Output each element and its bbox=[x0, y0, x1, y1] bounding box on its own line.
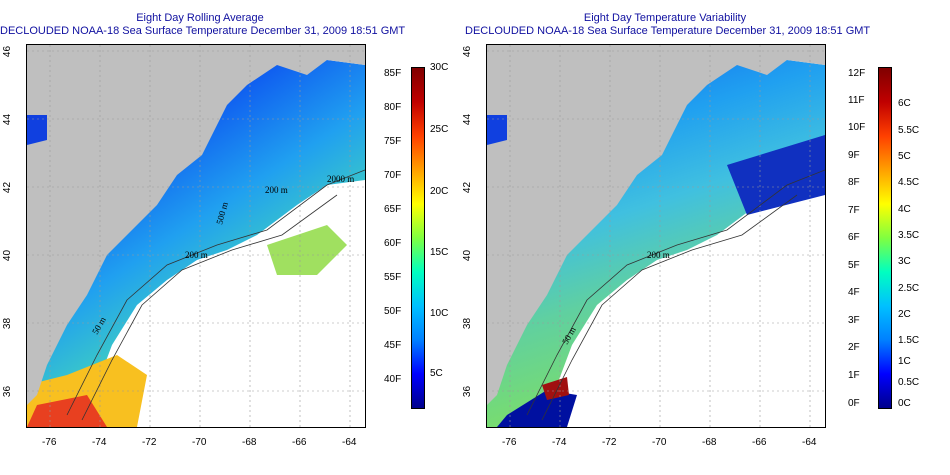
left-land-mass bbox=[27, 45, 365, 405]
right-cb-c-label: 2.5C bbox=[898, 283, 920, 294]
left-x-tick: -76 bbox=[42, 437, 57, 448]
right-high-variability-patch bbox=[542, 377, 569, 400]
right-cb-f-label: 4F bbox=[848, 287, 860, 298]
right-y-tick: 36 bbox=[462, 385, 474, 398]
right-y-tick: 44 bbox=[462, 113, 474, 126]
right-low-variability-patch bbox=[497, 390, 577, 427]
right-map-svg: 50 m 200 m bbox=[487, 45, 825, 427]
left-y-tick: 36 bbox=[2, 385, 14, 398]
left-contour-label: 200 m bbox=[185, 250, 208, 260]
right-depth-contour bbox=[526, 169, 825, 416]
left-depth-contour bbox=[81, 194, 338, 421]
right-y-tick: 46 bbox=[462, 45, 474, 58]
left-y-tick: 46 bbox=[2, 45, 14, 58]
right-cb-f-label: 9F bbox=[848, 150, 860, 161]
right-panel-subtitle: DECLOUDED NOAA-18 Sea Surface Temperatur… bbox=[465, 25, 871, 37]
right-x-tick: -64 bbox=[802, 437, 817, 448]
right-cb-c-label: 4C bbox=[898, 204, 911, 215]
left-warm-patch bbox=[267, 225, 347, 275]
right-y-tick: 38 bbox=[462, 317, 474, 330]
left-cb-f-label: 40F bbox=[384, 374, 402, 385]
right-x-tick: -72 bbox=[602, 437, 617, 448]
left-depth-contour bbox=[66, 169, 365, 416]
right-variability-map: 50 m 200 m bbox=[486, 44, 826, 428]
left-x-tick: -74 bbox=[92, 437, 107, 448]
left-x-tick: -70 bbox=[192, 437, 207, 448]
right-title-block: Eight Day Temperature Variability DECLOU… bbox=[465, 12, 871, 38]
right-cb-c-label: 4.5C bbox=[898, 177, 920, 188]
right-inland-water bbox=[487, 115, 507, 145]
left-x-tick: -66 bbox=[292, 437, 307, 448]
left-sst-map: 50 m 200 m 2000 m 200 m 500 m bbox=[26, 44, 366, 428]
right-low-variability-patch bbox=[727, 135, 825, 215]
left-cb-f-label: 65F bbox=[384, 204, 402, 215]
right-cb-c-label: 3.5C bbox=[898, 230, 920, 241]
left-map-svg: 50 m 200 m 2000 m 200 m 500 m bbox=[27, 45, 365, 427]
left-cb-c-label: 15C bbox=[430, 247, 449, 258]
left-cb-c-label: 5C bbox=[430, 368, 443, 379]
right-cb-f-label: 2F bbox=[848, 342, 860, 353]
right-cb-f-label: 12F bbox=[848, 68, 866, 79]
left-cb-c-label: 25C bbox=[430, 124, 449, 135]
right-cb-f-label: 0F bbox=[848, 398, 860, 409]
right-land-mass bbox=[487, 45, 825, 405]
left-x-tick: -64 bbox=[342, 437, 357, 448]
right-cb-c-label: 1.5C bbox=[898, 335, 920, 346]
right-cb-f-label: 10F bbox=[848, 122, 866, 133]
left-panel-subtitle: DECLOUDED NOAA-18 Sea Surface Temperatur… bbox=[0, 25, 406, 37]
right-cb-c-label: 0C bbox=[898, 398, 911, 409]
left-y-tick: 40 bbox=[2, 249, 14, 262]
right-cb-f-label: 8F bbox=[848, 177, 860, 188]
left-cb-f-label: 45F bbox=[384, 340, 402, 351]
left-colorbar bbox=[411, 67, 425, 409]
left-hot-patch bbox=[27, 395, 107, 427]
right-depth-contour bbox=[541, 194, 798, 421]
right-cb-c-label: 3C bbox=[898, 256, 911, 267]
right-y-tick: 40 bbox=[462, 249, 474, 262]
left-contour-label: 2000 m bbox=[327, 174, 354, 184]
left-title-block: Eight Day Rolling Average DECLOUDED NOAA… bbox=[0, 12, 406, 38]
right-panel-title: Eight Day Temperature Variability bbox=[583, 12, 747, 24]
right-cb-c-label: 1C bbox=[898, 356, 911, 367]
right-cb-c-label: 5C bbox=[898, 151, 911, 162]
left-contour-label: 200 m bbox=[265, 185, 288, 195]
left-cb-f-label: 55F bbox=[384, 272, 402, 283]
right-colorbar bbox=[878, 67, 892, 409]
left-cb-f-label: 75F bbox=[384, 136, 402, 147]
right-contour-label: 200 m bbox=[647, 250, 670, 260]
right-cb-f-label: 5F bbox=[848, 260, 860, 271]
left-inland-water bbox=[27, 115, 47, 145]
right-cb-c-label: 5.5C bbox=[898, 125, 920, 136]
right-cb-f-label: 7F bbox=[848, 205, 860, 216]
right-cb-c-label: 2C bbox=[898, 309, 911, 320]
left-y-tick: 38 bbox=[2, 317, 14, 330]
left-cb-f-label: 50F bbox=[384, 306, 402, 317]
left-cb-f-label: 85F bbox=[384, 68, 402, 79]
left-cb-c-label: 20C bbox=[430, 186, 449, 197]
left-x-tick: -72 bbox=[142, 437, 157, 448]
left-cb-f-label: 80F bbox=[384, 102, 402, 113]
right-gridlines bbox=[487, 45, 825, 427]
left-x-tick: -68 bbox=[242, 437, 257, 448]
right-x-tick: -70 bbox=[652, 437, 667, 448]
right-cb-c-label: 6C bbox=[898, 98, 911, 109]
left-panel-title: Eight Day Rolling Average bbox=[136, 12, 264, 24]
right-cb-f-label: 11F bbox=[848, 95, 865, 106]
right-y-tick: 42 bbox=[462, 181, 474, 194]
left-y-tick: 44 bbox=[2, 113, 14, 126]
right-x-tick: -66 bbox=[752, 437, 767, 448]
right-cb-f-label: 6F bbox=[848, 232, 860, 243]
left-cb-f-label: 70F bbox=[384, 170, 402, 181]
right-cb-f-label: 1F bbox=[848, 370, 860, 381]
right-cb-f-label: 3F bbox=[848, 315, 860, 326]
right-x-tick: -68 bbox=[702, 437, 717, 448]
right-x-tick: -76 bbox=[502, 437, 517, 448]
left-cb-c-label: 10C bbox=[430, 308, 449, 319]
left-gridlines bbox=[27, 45, 365, 427]
left-cb-c-label: 30C bbox=[430, 62, 449, 73]
right-x-tick: -74 bbox=[552, 437, 567, 448]
left-y-tick: 42 bbox=[2, 181, 14, 194]
right-cb-c-label: 0.5C bbox=[898, 377, 920, 388]
left-cb-f-label: 60F bbox=[384, 238, 402, 249]
